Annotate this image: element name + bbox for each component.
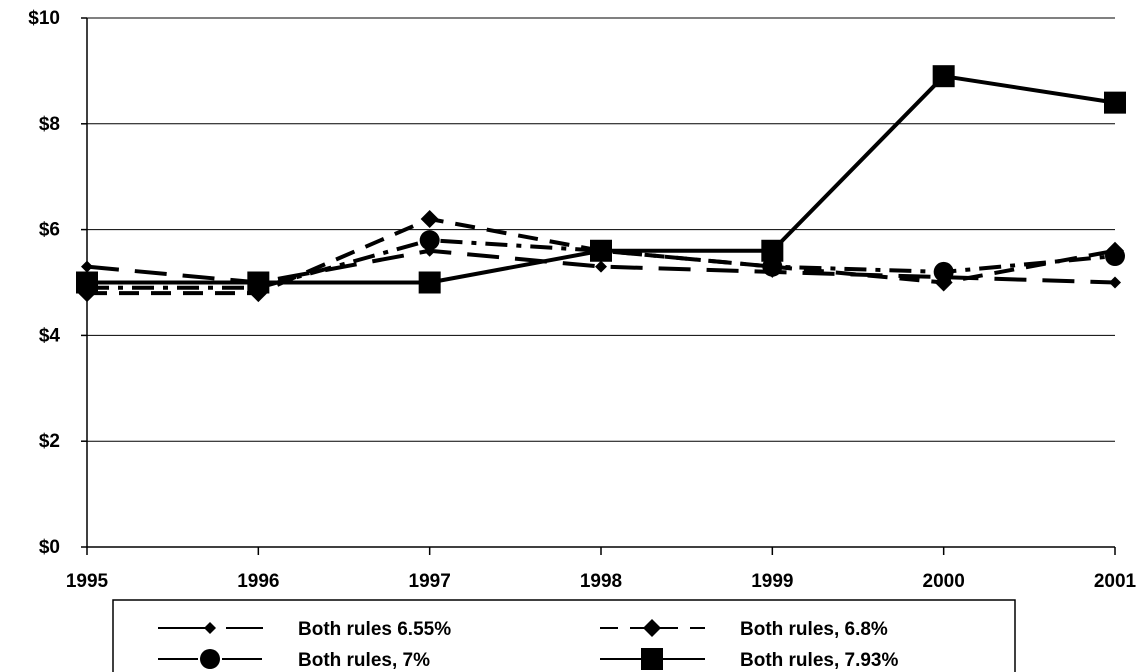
series-both-rules-7-point-2001 (1105, 246, 1125, 267)
series-both-rules-7-point-1997 (419, 230, 440, 251)
x-tick-label-1998: 1998 (580, 571, 622, 592)
y-tick-label: $2 (39, 431, 60, 452)
series-both-rules-7-93 (76, 65, 1126, 294)
series-both-rules-7-93-point-1996 (247, 271, 270, 294)
legend: Both rules 6.55% Both rules, 6.8% Both rul… (112, 599, 1016, 672)
y-tick-labels: $0 $2 $4 $6 $8 $10 (28, 8, 60, 558)
x-tick-label-2000: 2000 (923, 571, 965, 592)
legend-item-both-rules-6-55-swatch-marker (204, 622, 216, 634)
series-lines (76, 65, 1126, 303)
y-tick-label: $4 (39, 325, 61, 346)
series-both-rules-7-93-point-1998 (590, 239, 612, 262)
series-both-rules-6-8-point-1997 (420, 210, 439, 229)
series-both-rules-6-55-point-1998 (595, 260, 607, 273)
series-both-rules-7-93-point-2000 (932, 65, 955, 88)
y-tick-label: $8 (39, 114, 60, 135)
legend-item-both-rules-7-label: Both rules, 7% (298, 650, 430, 671)
series-both-rules-7-93-point-1999 (761, 239, 784, 262)
y-tick-label: $0 (39, 537, 60, 558)
series-both-rules-7-93-point-1997 (418, 271, 441, 294)
y-tick-label: $6 (39, 220, 60, 241)
x-tick-label-1995: 1995 (66, 571, 109, 592)
series-both-rules-6-55-point-1995 (81, 260, 93, 273)
legend-item-both-rules-7-93-swatch-marker (641, 648, 663, 670)
series-both-rules-7-93-point-2001 (1104, 91, 1126, 114)
legend-item-both-rules-6-8-label: Both rules, 6.8% (740, 619, 888, 640)
x-tick-labels: 1995 1996 1997 1998 1999 2000 2001 (66, 571, 1137, 592)
x-tick-label-1996: 1996 (237, 571, 279, 592)
x-tick-label-1999: 1999 (751, 571, 793, 592)
legend-item-both-rules-7-swatch-marker (200, 649, 220, 669)
series-both-rules-7-point-2000 (933, 261, 954, 282)
legend-item-both-rules-6-55-label: Both rules 6.55% (298, 619, 451, 640)
legend-item-both-rules-6-8: Both rules, 6.8% (600, 619, 888, 640)
legend-item-both-rules-6-55: Both rules 6.55% (158, 619, 451, 640)
x-tick-label-1997: 1997 (409, 571, 451, 592)
legend-item-both-rules-7-93: Both rules, 7.93% (600, 648, 898, 671)
legend-item-both-rules-7: Both rules, 7% (158, 649, 430, 671)
series-both-rules-6-55-point-2001 (1109, 276, 1121, 289)
legend-box (112, 599, 1016, 672)
x-tick-label-2001: 2001 (1094, 571, 1137, 592)
y-tick-label: $10 (28, 8, 60, 29)
legend-item-both-rules-7-93-label: Both rules, 7.93% (740, 650, 898, 671)
series-both-rules-7-93-point-1995 (76, 271, 98, 294)
legend-item-both-rules-6-8-swatch-marker (643, 619, 661, 637)
